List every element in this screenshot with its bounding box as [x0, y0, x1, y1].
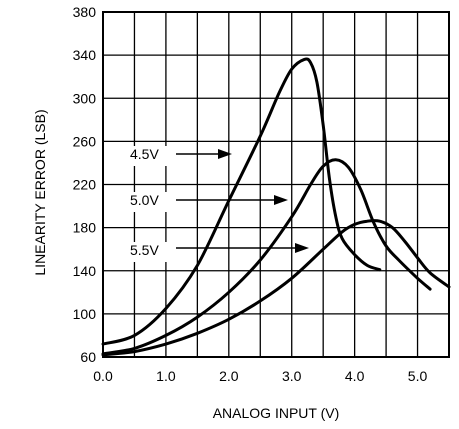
y-tick-label: 220 — [73, 177, 97, 193]
series-line-4-5v — [101, 57, 382, 346]
y-tick-label: 380 — [73, 4, 97, 20]
x-axis-title: ANALOG INPUT (V) — [213, 405, 340, 421]
series-label-arrowhead — [295, 243, 309, 253]
x-tick-label: 2.0 — [219, 368, 239, 384]
y-tick-label: 260 — [73, 133, 97, 149]
x-tick-label: 3.0 — [282, 368, 302, 384]
series-label-5-0v: 5.0V — [130, 192, 159, 208]
x-tick-labels: 0.0 1.0 2.0 3.0 4.0 5.0 — [93, 368, 427, 384]
y-tick-label: 300 — [73, 90, 97, 106]
y-tick-label: 180 — [73, 220, 97, 236]
series-label-5-5v: 5.5V — [130, 242, 159, 258]
series-label-arrowhead — [218, 149, 232, 159]
series-line-5-5v — [101, 219, 451, 357]
y-tick-label: 340 — [73, 47, 97, 63]
series-line-5-0v — [101, 158, 432, 356]
y-axis-title: LINEARITY ERROR (LSB) — [32, 109, 48, 275]
series-label-background — [126, 192, 176, 212]
y-tick-label: 140 — [73, 263, 97, 279]
series-label-4-5v: 4.5V — [130, 146, 159, 162]
plot-frame — [102, 11, 450, 358]
x-tick-label: 5.0 — [408, 368, 428, 384]
series-label-background — [126, 242, 176, 262]
series-lines — [101, 57, 451, 357]
x-tick-label: 4.0 — [345, 368, 365, 384]
y-tick-labels: 60 100 140 180 220 260 300 340 380 — [73, 4, 97, 365]
grid — [103, 12, 449, 357]
series-labels: 4.5V 5.0V 5.5V — [126, 146, 309, 262]
y-tick-label: 60 — [80, 349, 96, 365]
series-label-background — [126, 146, 176, 166]
x-tick-label: 0.0 — [93, 368, 113, 384]
series-label-arrowhead — [274, 195, 288, 205]
x-tick-label: 1.0 — [156, 368, 176, 384]
y-tick-label: 100 — [73, 306, 97, 322]
